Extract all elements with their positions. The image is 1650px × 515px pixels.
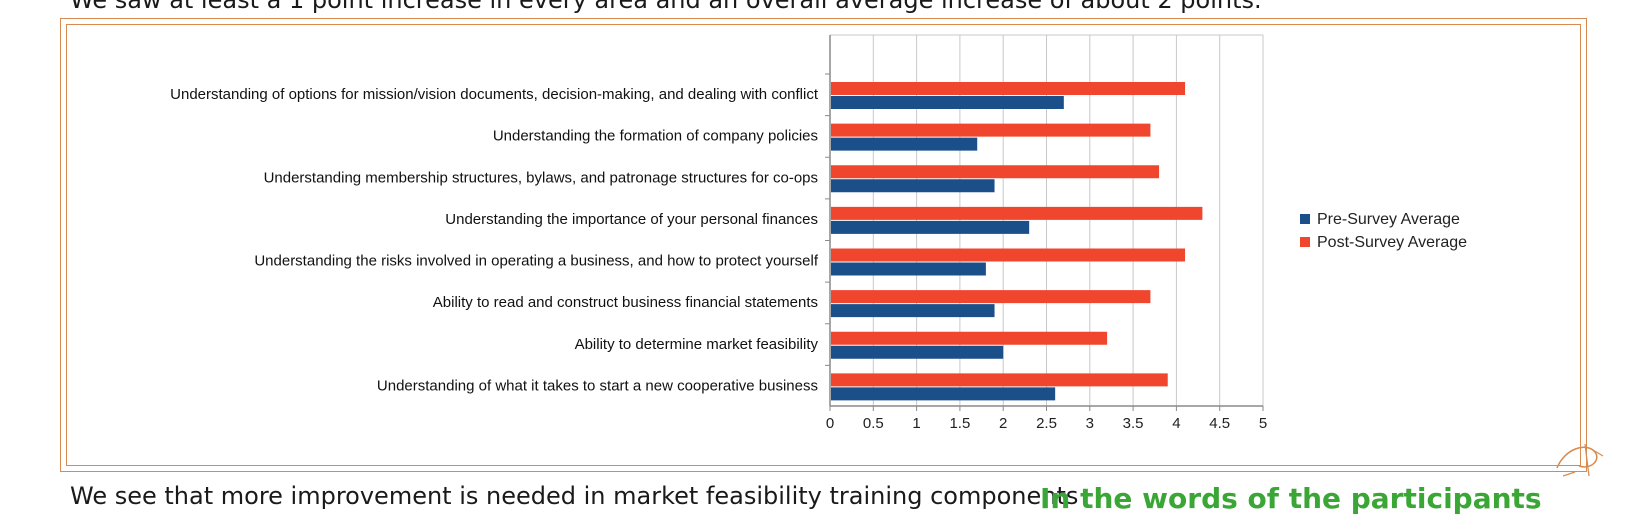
x-tick-label: 4: [1172, 415, 1180, 432]
bar-post-survey: [831, 248, 1186, 262]
category-label: Understanding of options for mission/vis…: [170, 86, 819, 103]
x-tick-label: 1.5: [949, 415, 970, 432]
bar-pre-survey: [831, 137, 978, 151]
bar-post-survey: [831, 82, 1186, 95]
category-label: Understanding the formation of company p…: [493, 128, 818, 145]
category-label: Understanding of what it takes to start …: [377, 377, 818, 394]
bar-post-survey: [831, 123, 1151, 137]
category-label: Ability to read and construct business f…: [433, 294, 818, 311]
x-tick-label: 1: [912, 415, 920, 432]
participants-heading: In the words of the participants: [1040, 482, 1542, 515]
chart-frame-inner: [66, 24, 1581, 466]
x-tick-label: 0: [826, 415, 834, 432]
bar-pre-survey: [831, 262, 986, 276]
legend-swatch-post: [1300, 237, 1310, 247]
bar-pre-survey: [831, 220, 1030, 234]
conclusion-sentence: We see that more improvement is needed i…: [70, 482, 1079, 510]
bar-pre-survey: [831, 387, 1056, 401]
x-tick-label: 4.5: [1209, 415, 1230, 432]
bar-post-survey: [831, 206, 1203, 220]
category-label: Ability to determine market feasibility: [575, 336, 819, 353]
bar-pre-survey: [831, 96, 1064, 109]
category-label: Understanding membership structures, byl…: [264, 169, 818, 186]
bar-post-survey: [831, 290, 1151, 304]
x-tick-label: 3: [1086, 415, 1094, 432]
x-tick-label: 0.5: [863, 415, 884, 432]
legend-label-post: Post-Survey Average: [1317, 234, 1467, 251]
x-tick-label: 3.5: [1123, 415, 1144, 432]
category-label: Understanding the risks involved in oper…: [254, 253, 818, 270]
x-tick-label: 5: [1259, 415, 1267, 432]
corner-flourish-icon: [1556, 443, 1604, 477]
chart-frame-outer: [60, 18, 1587, 472]
bar-pre-survey: [831, 304, 995, 318]
bar-pre-survey: [831, 345, 1004, 359]
intro-sentence: We saw at least a 1 point increase in ev…: [70, 0, 1262, 14]
category-label: Understanding the importance of your per…: [445, 211, 818, 228]
bar-post-survey: [831, 373, 1168, 387]
x-tick-label: 2: [999, 415, 1007, 432]
bar-post-survey: [831, 331, 1108, 345]
bar-pre-survey: [831, 179, 995, 193]
survey-bar-chart: 0 0.5 1 1.5 2 2.5 3 3.5 4 4.5 5 Understanding of op…: [170, 34, 1467, 432]
bar-post-survey: [831, 165, 1160, 179]
legend-swatch-pre: [1300, 214, 1310, 224]
x-tick-label: 2.5: [1036, 415, 1057, 432]
legend-label-pre: Pre-Survey Average: [1317, 211, 1460, 228]
